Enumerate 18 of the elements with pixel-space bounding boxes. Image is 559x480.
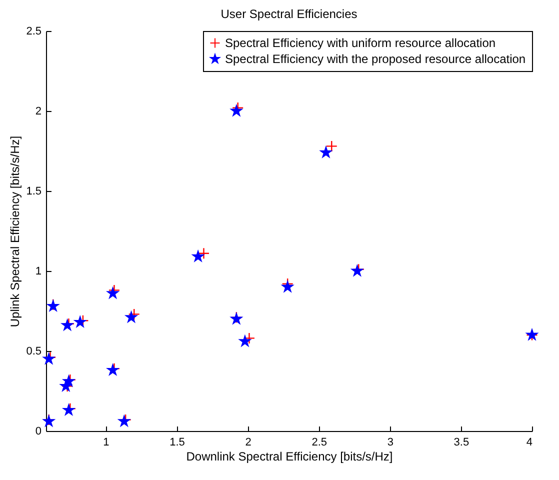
legend-label: Spectral Efficiency with uniform resource allocation <box>225 36 496 50</box>
y-tick-label: 1 <box>35 266 42 278</box>
x-axis-title: Downlink Spectral Efficiency [bits/s/Hz] <box>186 450 393 464</box>
x-tick-label: 3.5 <box>454 436 470 448</box>
y-tick-label: 2 <box>35 106 42 118</box>
x-tick-label: 3 <box>387 436 394 448</box>
y-tick-label: 0.5 <box>26 346 42 358</box>
x-tick-label: 4 <box>526 436 532 448</box>
x-tick-label: 2 <box>245 436 252 448</box>
y-axis-title: Uplink Spectral Efficiency [bits/s/Hz] <box>8 136 22 328</box>
x-tick-label: 2.5 <box>312 436 327 448</box>
chart-title: User Spectral Efficiencies <box>220 7 358 21</box>
y-tick-label: 1.5 <box>26 186 42 198</box>
y-tick-label: 0 <box>35 426 42 438</box>
legend-label: Spectral Efficiency with the proposed resource allocation <box>225 52 526 66</box>
y-tick-label: 2.5 <box>26 26 42 38</box>
x-tick-label: 1.5 <box>170 436 185 448</box>
x-tick-label: 1 <box>103 436 110 448</box>
